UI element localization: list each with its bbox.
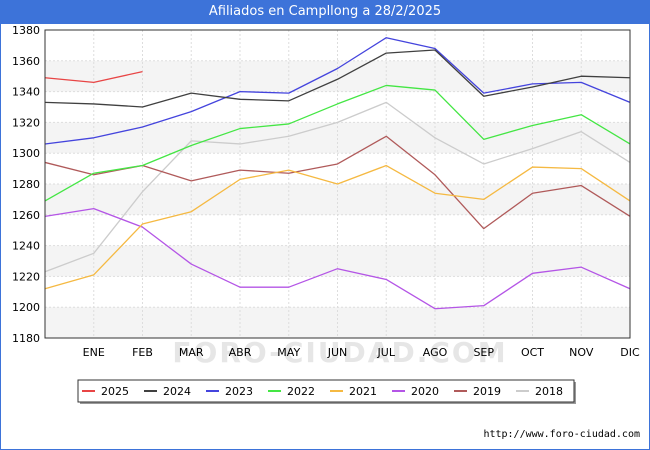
y-tick-label: 1300 (12, 147, 40, 160)
x-tick-label: JUL (377, 346, 396, 359)
legend: 2025 2024 2023 2022 2021 2020 2019 2018 (77, 379, 576, 404)
source-url[interactable]: http://www.foro-ciudad.com (483, 429, 640, 440)
series-line-2023 (44, 37, 631, 145)
y-tick-label: 1360 (12, 55, 40, 68)
x-tick-label: MAR (179, 346, 204, 359)
x-tick-label: SEP (473, 346, 494, 359)
x-tick-label: JUN (327, 346, 348, 359)
x-tick-label: NOV (569, 346, 594, 359)
x-tick-label: AGO (423, 346, 448, 359)
series-lines (44, 37, 631, 310)
legend-label-2025: 2025 (101, 385, 129, 398)
watermark: FORO-CIUDAD.COM (172, 336, 507, 369)
x-tick-label: ENE (83, 346, 105, 359)
series-line-2021 (44, 164, 631, 290)
legend-label-2022: 2022 (287, 385, 315, 398)
page-title: Afiliados en Campllong a 28/2/2025 (0, 0, 650, 24)
y-tick-label: 1320 (12, 116, 40, 129)
y-tick-label: 1220 (12, 270, 40, 283)
y-tick-label: 1380 (12, 24, 40, 37)
y-tick-label: 1340 (12, 86, 40, 99)
series-line-2020 (44, 207, 631, 310)
y-tick-label: 1240 (12, 240, 40, 253)
legend-label-2021: 2021 (349, 385, 377, 398)
series-line-2018 (44, 101, 631, 273)
y-tick-label: 1280 (12, 178, 40, 191)
y-axis-tick-labels: 1180 1200 1220 1240 1260 1280 1300 1320 1340 1360… (12, 24, 40, 345)
legend-label-2020: 2020 (411, 385, 439, 398)
legend-box (77, 379, 575, 403)
legend-label-2018: 2018 (535, 385, 563, 398)
y-tick-label: 1200 (12, 301, 40, 314)
y-tick-label: 1260 (12, 209, 40, 222)
y-tick-label: 1180 (12, 332, 40, 345)
series-line-2024 (44, 49, 631, 108)
x-tick-label: ABR (229, 346, 252, 359)
x-axis-tick-labels: ENE FEB MAR ABR MAY JUN JUL AGO SEP OCT NOV DIC (83, 346, 640, 359)
legend-label-2019: 2019 (473, 385, 501, 398)
legend-label-2023: 2023 (225, 385, 253, 398)
x-tick-label: FEB (132, 346, 153, 359)
series-line-2025 (44, 70, 143, 84)
plot-border (44, 29, 631, 339)
x-tick-label: DIC (620, 346, 640, 359)
x-tick-label: OCT (521, 346, 544, 359)
x-tick-label: MAY (277, 346, 300, 359)
series-line-2022 (44, 84, 631, 202)
legend-label-2024: 2024 (163, 385, 191, 398)
